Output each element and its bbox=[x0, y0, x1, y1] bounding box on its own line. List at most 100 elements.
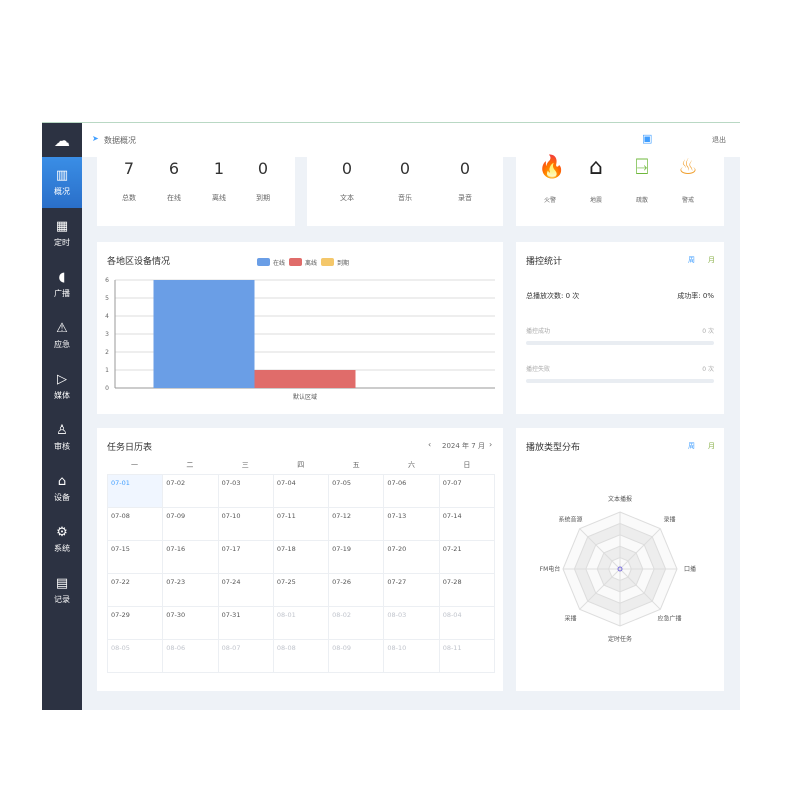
alert-label: 警戒 bbox=[681, 197, 694, 204]
month-tab[interactable]: 月 bbox=[708, 442, 715, 450]
sidebar-item-3[interactable]: ⚠ 应急 bbox=[42, 310, 82, 361]
calendar-day[interactable]: 08-03 bbox=[383, 606, 440, 640]
calendar-day[interactable]: 07-10 bbox=[217, 507, 274, 541]
prev-month-button[interactable]: ‹ bbox=[428, 440, 432, 449]
sidebar-item-5[interactable]: ♙ 审核 bbox=[42, 412, 82, 463]
calendar-day[interactable]: 07-26 bbox=[328, 573, 385, 607]
calendar-day[interactable]: 08-11 bbox=[438, 639, 496, 673]
calendar-day[interactable]: 07-23 bbox=[162, 573, 219, 607]
calendar-day[interactable]: 07-17 bbox=[217, 540, 274, 574]
y-tick-label: 4 bbox=[105, 313, 109, 320]
calendar-day[interactable]: 07-19 bbox=[328, 540, 385, 574]
calendar-day[interactable]: 08-07 bbox=[217, 639, 274, 673]
calendar-day[interactable]: 08-04 bbox=[438, 606, 496, 640]
calendar-day[interactable]: 07-24 bbox=[217, 573, 274, 607]
calendar-day[interactable]: 07-14 bbox=[438, 507, 496, 541]
fail-label: 播控失败 bbox=[526, 366, 551, 373]
calendar-day[interactable]: 07-29 bbox=[106, 606, 164, 640]
weekday-label: 一 bbox=[131, 461, 138, 469]
weekday-label: 日 bbox=[463, 461, 471, 469]
sidebar-item-4[interactable]: ▷ 媒体 bbox=[42, 361, 82, 412]
radar-axis-label: 定时任务 bbox=[608, 635, 632, 643]
sidebar-item-label: 广播 bbox=[54, 288, 70, 298]
next-month-button[interactable]: › bbox=[489, 440, 493, 449]
sidebar-item-label: 媒体 bbox=[54, 390, 70, 400]
alert-types-card: 🔥 火警 ⌂ 地震 ⍈ 疏散 ♨ 警戒 bbox=[516, 155, 724, 226]
playback-stats-card: 播控统计 周 月 总播放次数: 0 次 成功率: 0% 播控成功 0 次 播控失… bbox=[516, 242, 724, 414]
calendar-day[interactable]: 07-07 bbox=[438, 474, 496, 508]
radar-axis-label: 口播 bbox=[684, 565, 696, 573]
sidebar-item-0[interactable]: ▥ 概况 bbox=[42, 157, 82, 208]
calendar-day[interactable]: 07-03 bbox=[217, 474, 274, 508]
calendar-day[interactable]: 07-18 bbox=[272, 540, 330, 574]
speaker-icon: ◖ bbox=[58, 269, 66, 285]
calendar-day[interactable]: 07-04 bbox=[272, 474, 330, 508]
calendar-day[interactable]: 08-02 bbox=[328, 606, 385, 640]
calendar-day[interactable]: 07-13 bbox=[383, 507, 440, 541]
radar-axis bbox=[619, 568, 661, 610]
calendar-day[interactable]: 07-08 bbox=[106, 507, 164, 541]
count-value: 1 bbox=[213, 159, 225, 178]
cloud-broadcast-logo-icon: ☁ bbox=[54, 130, 70, 150]
bar-离线 bbox=[254, 370, 356, 388]
calendar-day[interactable]: 08-01 bbox=[272, 606, 330, 640]
media-play-icon: ▷ bbox=[57, 371, 67, 387]
y-tick-label: 0 bbox=[105, 385, 109, 392]
logout-button[interactable]: 退出 bbox=[712, 136, 726, 144]
y-tick-label: 3 bbox=[105, 331, 109, 338]
screen-icon[interactable]: ▣ bbox=[642, 132, 653, 145]
calendar-day[interactable]: 07-27 bbox=[383, 573, 440, 607]
calendar-day[interactable]: 07-09 bbox=[162, 507, 219, 541]
calendar-day[interactable]: 07-22 bbox=[106, 573, 164, 607]
x-tick-label: 默认区域 bbox=[293, 393, 317, 401]
calendar-day[interactable]: 07-16 bbox=[162, 540, 219, 574]
calendar-day[interactable]: 08-06 bbox=[162, 639, 219, 673]
calendar-day[interactable]: 07-05 bbox=[328, 474, 385, 508]
radar-data-point bbox=[617, 566, 623, 572]
sidebar-item-label: 设备 bbox=[54, 492, 70, 502]
legend-swatch bbox=[257, 258, 270, 266]
week-tab[interactable]: 周 bbox=[688, 442, 695, 450]
calendar-day[interactable]: 08-05 bbox=[106, 639, 164, 673]
y-tick-label: 6 bbox=[105, 277, 109, 284]
calendar-day[interactable]: 07-15 bbox=[106, 540, 164, 574]
sidebar-item-1[interactable]: ▦ 定时 bbox=[42, 208, 82, 259]
week-tab[interactable]: 周 bbox=[688, 256, 695, 264]
calendar-day[interactable]: 07-28 bbox=[438, 573, 496, 607]
calendar-day[interactable]: 07-30 bbox=[162, 606, 219, 640]
sidebar-item-8[interactable]: ▤ 记录 bbox=[42, 565, 82, 616]
radar-axis-label: 文本播报 bbox=[608, 495, 632, 503]
count-value: 0 bbox=[341, 159, 353, 178]
calendar-day[interactable]: 07-12 bbox=[328, 507, 385, 541]
calendar-day[interactable]: 07-21 bbox=[438, 540, 496, 574]
calendar-day[interactable]: 08-09 bbox=[328, 639, 385, 673]
sidebar-item-2[interactable]: ◖ 广播 bbox=[42, 259, 82, 310]
calendar-day[interactable]: 07-02 bbox=[162, 474, 219, 508]
count-label: 在线 bbox=[167, 194, 181, 202]
gear-icon: ⚙ bbox=[56, 524, 68, 540]
sidebar-item-6[interactable]: ⌂ 设备 bbox=[42, 463, 82, 514]
count-value: 0 bbox=[257, 159, 269, 178]
calendar-day[interactable]: 07-06 bbox=[383, 474, 440, 508]
calendar-day[interactable]: 07-01 bbox=[106, 474, 164, 508]
y-tick-label: 2 bbox=[105, 349, 109, 356]
calendar-day[interactable]: 08-10 bbox=[383, 639, 440, 673]
count-label: 总数 bbox=[122, 194, 136, 202]
region-device-chart-card: 各地区设备情况 0 1 2 3 4 5 6 默认区域 在线 离线 到期 bbox=[97, 242, 503, 414]
bar-chart: 0 1 2 3 4 5 6 默认区域 在线 离线 到期 bbox=[105, 258, 495, 401]
calendar-day[interactable]: 07-31 bbox=[217, 606, 274, 640]
calendar-day[interactable]: 07-20 bbox=[383, 540, 440, 574]
calendar-day[interactable]: 07-25 bbox=[272, 573, 330, 607]
calendar-day[interactable]: 07-11 bbox=[272, 507, 330, 541]
fail-progress-bar bbox=[526, 379, 714, 383]
calendar-clock-icon: ▦ bbox=[55, 218, 69, 234]
legend-label: 在线 bbox=[273, 259, 285, 267]
month-tab[interactable]: 月 bbox=[708, 256, 715, 264]
sidebar-item-7[interactable]: ⚙ 系统 bbox=[42, 514, 82, 565]
radar-title: 播放类型分布 bbox=[526, 443, 581, 453]
radar-axis bbox=[579, 568, 621, 610]
calendar-day[interactable]: 08-08 bbox=[272, 639, 330, 673]
success-rate: 成功率: 0% bbox=[677, 292, 714, 300]
play-type-distribution-card: 播放类型分布 周 月 文本播报 录播 口播 应急广播 定时任务 采播 FM电台 系统音源 bbox=[516, 428, 724, 691]
success-value: 0 次 bbox=[702, 328, 714, 335]
